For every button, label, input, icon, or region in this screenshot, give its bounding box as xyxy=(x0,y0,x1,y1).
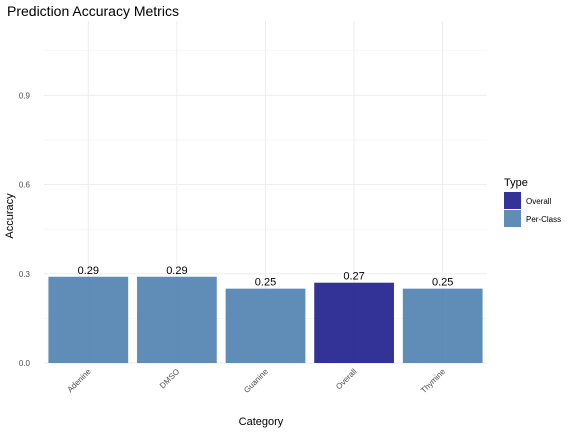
y-axis-title: Accuracy xyxy=(4,193,16,239)
x-axis-title: Category xyxy=(239,416,284,428)
legend-swatch-overall xyxy=(504,192,521,209)
legend: Type Overall Per-Class xyxy=(504,177,561,227)
x-tick-label: DMSO xyxy=(158,367,181,390)
x-tick-label: Adenine xyxy=(66,367,94,395)
data-label: 0.25 xyxy=(255,277,276,289)
legend-label: Per-Class xyxy=(526,215,561,224)
bar-dmso xyxy=(137,276,217,363)
y-tick-label: 0.6 xyxy=(19,181,31,190)
legend-swatch-per-class xyxy=(504,210,521,227)
chart-title: Prediction Accuracy Metrics xyxy=(7,3,179,19)
y-tick-label: 0.9 xyxy=(19,91,31,100)
y-tick-label: 0.0 xyxy=(19,359,31,368)
data-labels: 0.29 0.29 0.25 0.27 0.25 xyxy=(78,265,454,289)
bar-overall xyxy=(314,282,394,363)
x-tick-label: Guanine xyxy=(242,367,270,395)
bar-thymine xyxy=(402,288,483,363)
legend-label: Overall xyxy=(526,197,552,206)
y-tick-label: 0.3 xyxy=(19,270,31,279)
legend-title: Type xyxy=(504,177,528,189)
data-label: 0.27 xyxy=(343,271,364,283)
data-label: 0.29 xyxy=(78,265,99,277)
y-axis-ticks: 0.0 0.3 0.6 0.9 xyxy=(19,91,31,368)
bar-adenine xyxy=(48,276,129,363)
data-label: 0.29 xyxy=(166,265,187,277)
x-tick-label: Thymine xyxy=(419,367,447,395)
x-axis-ticks: Adenine DMSO Guanine Overall Thymine xyxy=(66,367,448,395)
bars xyxy=(48,276,483,363)
bar-guanine xyxy=(225,288,306,363)
x-tick-label: Overall xyxy=(334,367,358,391)
data-label: 0.25 xyxy=(432,277,453,289)
